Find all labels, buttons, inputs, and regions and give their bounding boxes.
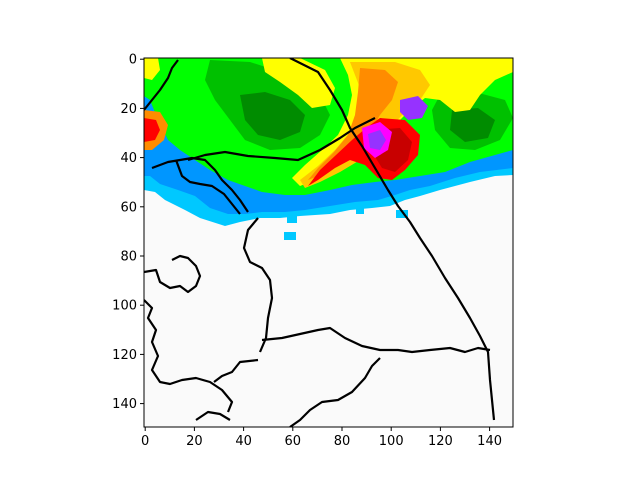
- y-tick-label: 60: [120, 200, 137, 215]
- precip-purple-core: [400, 96, 428, 120]
- precip-cell: [287, 215, 297, 223]
- x-tick-label: 40: [235, 434, 252, 449]
- y-tick-label: 0: [129, 53, 137, 68]
- x-tick-label: 20: [186, 434, 203, 449]
- plot-frame: [143, 57, 514, 428]
- precip-cell: [284, 232, 296, 240]
- y-tick-label: 140: [112, 397, 137, 412]
- x-tick-label: 80: [334, 434, 351, 449]
- boundary-central: [151, 156, 249, 213]
- boundary-southeast: [289, 357, 381, 427]
- precip-cell: [356, 208, 364, 214]
- x-tick-label: 100: [379, 434, 404, 449]
- precip-dark-green: [240, 92, 305, 140]
- boundary-south: [213, 358, 259, 383]
- boundary-southwest: [195, 410, 231, 421]
- x-tick-label: 0: [141, 434, 149, 449]
- precip-west-red: [144, 118, 160, 142]
- boundary-west-coast: [144, 299, 234, 413]
- boundary-nw-cross: [174, 159, 241, 215]
- precip-dark-green-east: [450, 108, 495, 142]
- precip-west-yellow: [144, 58, 160, 80]
- x-tick-label: 60: [285, 434, 302, 449]
- boundary-diagonal: [289, 58, 496, 421]
- x-tick-label: 120: [428, 434, 453, 449]
- boundary-west-loop: [144, 254, 202, 294]
- boundary-east-west: [261, 326, 491, 354]
- x-tick-label: 140: [477, 434, 502, 449]
- boundary-south-central: [242, 217, 274, 353]
- radar-map-area: [144, 58, 513, 427]
- y-tick-label: 20: [120, 102, 137, 117]
- precip-purple-core-2: [368, 130, 386, 150]
- precip-cell: [396, 210, 408, 218]
- y-axis: 0 20 40 60 80 100 120 140: [112, 53, 144, 412]
- y-tick-label: 80: [120, 250, 137, 265]
- precip-dark-orange: [308, 68, 398, 180]
- boundary-upper: [187, 117, 376, 162]
- y-tick-label: 100: [112, 299, 137, 314]
- boundary-north-west: [144, 59, 179, 111]
- y-tick-label: 120: [112, 348, 137, 363]
- y-tick-label: 40: [120, 151, 137, 166]
- x-axis: 0 20 40 60 80 100 120 140: [141, 427, 502, 449]
- admin-boundaries: [144, 58, 496, 427]
